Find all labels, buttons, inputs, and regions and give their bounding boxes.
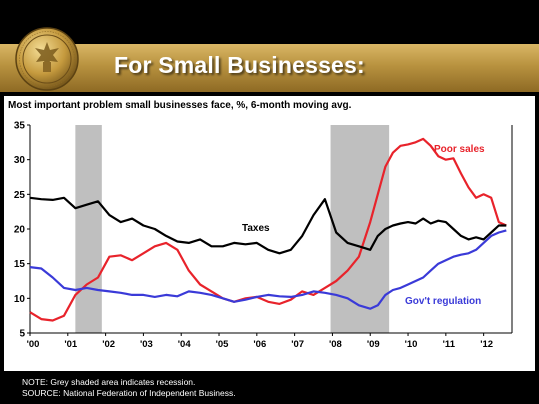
footnotes: NOTE: Grey shaded area indicates recessi…: [22, 377, 236, 399]
note-recession: NOTE: Grey shaded area indicates recessi…: [22, 377, 196, 387]
series-label-poor-sales: Poor sales: [434, 144, 485, 155]
chart-title: Most important problem small businesses …: [8, 100, 352, 111]
y-tick-label-35: 35: [14, 121, 26, 132]
series-line-govt-regulation: [29, 229, 507, 310]
note-source: SOURCE: National Federation of Independe…: [22, 388, 236, 398]
x-tick-label-7: '07: [291, 339, 304, 350]
x-tick-label-4: '04: [178, 339, 192, 350]
series-label-govt-regulation: Gov't regulation: [405, 296, 481, 307]
slide-title: For Small Businesses:: [114, 52, 365, 78]
x-tick-label-5: '05: [216, 339, 230, 350]
y-tick-label-10: 10: [14, 294, 26, 305]
x-tick-label-10: '10: [405, 339, 418, 350]
series-label-taxes: Taxes: [242, 223, 270, 234]
y-tick-label-30: 30: [14, 155, 26, 166]
x-tick-label-8: '08: [329, 339, 342, 350]
y-tick-label-5: 5: [19, 329, 25, 340]
series-line-taxes: [29, 196, 507, 255]
recession-band-1: [330, 125, 390, 333]
x-tick-label-1: '01: [64, 339, 78, 350]
x-tick-label-11: '11: [443, 339, 456, 350]
y-tick-label-15: 15: [14, 259, 26, 270]
federal-reserve-seal-icon: [15, 27, 79, 91]
y-tick-label-20: 20: [14, 225, 26, 236]
y-tick-label-25: 25: [14, 190, 26, 201]
recession-band-0: [75, 125, 102, 333]
x-tick-label-0: '00: [27, 339, 40, 350]
title-banner: [0, 44, 539, 92]
x-tick-label-6: '06: [253, 339, 266, 350]
x-tick-label-3: '03: [140, 339, 153, 350]
x-tick-label-2: '02: [102, 339, 115, 350]
x-tick-label-12: '12: [480, 339, 493, 350]
x-tick-label-9: '09: [367, 339, 380, 350]
series-line-poor-sales: [29, 137, 507, 322]
